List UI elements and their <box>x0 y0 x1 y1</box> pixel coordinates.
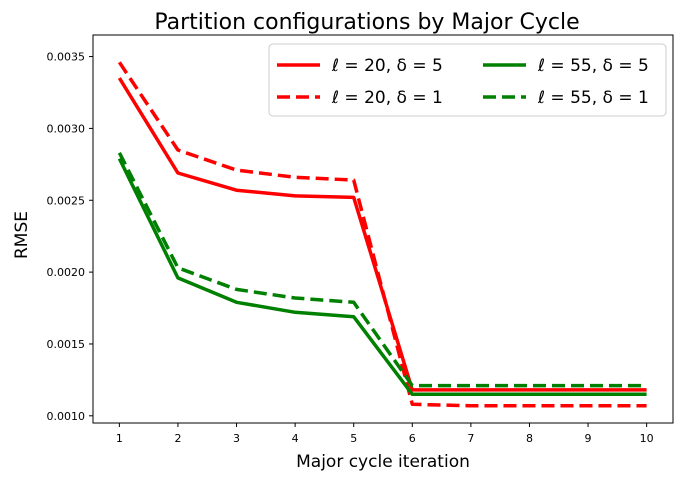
x-tick-label: 8 <box>526 432 533 445</box>
legend-label-3: ℓ = 55, δ = 5 <box>537 56 649 76</box>
legend-label-1: ℓ = 20, δ = 5 <box>331 56 443 76</box>
y-tick-label: 0.0015 <box>47 338 86 351</box>
chart-title: Partition configurations by Major Cycle <box>154 10 579 35</box>
x-tick-label: 3 <box>233 432 240 445</box>
x-tick-label: 4 <box>292 432 299 445</box>
y-tick-label: 0.0025 <box>47 194 86 207</box>
x-tick-label: 10 <box>640 432 654 445</box>
y-tick-label: 0.0035 <box>47 51 86 64</box>
series-line-2 <box>117 61 647 408</box>
y-axis-title: RMSE <box>12 211 32 259</box>
legend: ℓ = 20, δ = 5 ℓ = 20, δ = 1 ℓ = 55, δ = 5 ℓ… <box>268 43 667 117</box>
legend-label-2: ℓ = 20, δ = 1 <box>331 88 443 108</box>
x-tick-label: 9 <box>585 432 592 445</box>
legend-box <box>268 43 667 117</box>
x-tick-label: 1 <box>116 432 123 445</box>
y-tick-label: 0.0010 <box>47 410 86 423</box>
y-tick-label: 0.0020 <box>47 266 86 279</box>
axes-frame <box>92 34 674 424</box>
x-tick-label: 7 <box>467 432 474 445</box>
x-axis-title: Major cycle iteration <box>296 452 470 472</box>
series-line-1 <box>117 77 647 392</box>
x-tick-label: 5 <box>350 432 357 445</box>
series-line-3 <box>117 157 647 397</box>
x-tick-label: 6 <box>409 432 416 445</box>
legend-label-4: ℓ = 55, δ = 1 <box>537 88 649 108</box>
plot-area: 1 2 3 4 5 6 7 8 9 10 0.0010 0.0015 0.0020 0.0025 0.003… <box>47 34 674 445</box>
series-line-4 <box>117 152 647 388</box>
y-tick-label: 0.0030 <box>47 122 86 135</box>
x-tick-label: 2 <box>174 432 181 445</box>
